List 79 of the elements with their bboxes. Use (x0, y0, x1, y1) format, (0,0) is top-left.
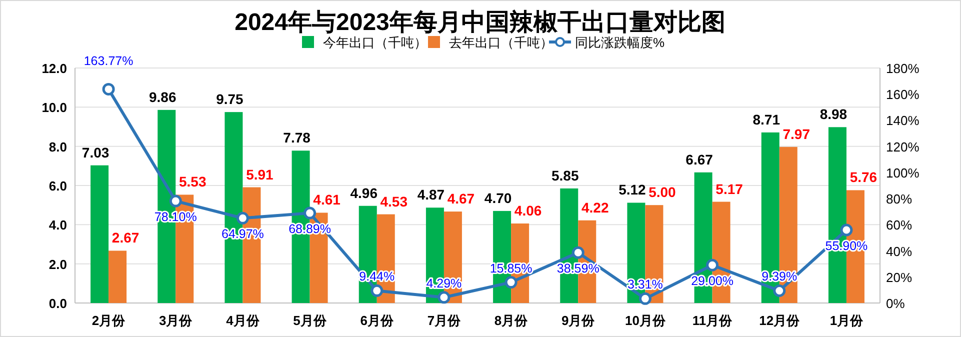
y2-tick-label: 160% (886, 87, 920, 102)
data-label: 68.89% (288, 222, 331, 236)
point (438, 291, 450, 304)
data-label: 4.70 (484, 190, 512, 206)
y2-tick-label: 100% (886, 165, 920, 180)
point (304, 206, 316, 220)
point (504, 276, 518, 289)
data-label: 4.06 (514, 202, 542, 218)
data-label: 5.91 (246, 166, 274, 182)
data-label: 4.67 (447, 190, 475, 207)
point (706, 258, 719, 272)
y-tick-label: 2.0 (48, 256, 67, 272)
y2-tick-label: 40% (886, 244, 912, 259)
data-label: 4.87 (417, 186, 445, 203)
data-label: 55.90% (825, 239, 868, 254)
data-label: 5.00 (648, 184, 676, 200)
data-label: 6.67 (686, 151, 714, 168)
x-tick-label: 9月份 (562, 313, 596, 328)
data-label: 7.97 (782, 126, 810, 142)
y-tick-label: 8.0 (48, 139, 67, 154)
legend-label: 去年出口（千吨） (449, 35, 553, 50)
y-tick-label: 10.0 (42, 100, 67, 116)
data-label: 5.17 (716, 180, 744, 197)
point (773, 284, 786, 297)
data-label: 7.78 (283, 130, 311, 146)
x-tick-label: 1月份 (830, 313, 864, 328)
point (638, 292, 652, 305)
y2-tick-label: 60% (886, 218, 912, 233)
legend-label: 今年出口（千吨） (323, 35, 427, 50)
x-tick-label: 12月份 (759, 313, 801, 328)
data-label: 2.67 (112, 230, 140, 246)
data-label: 9.75 (216, 91, 244, 108)
chart-title: 2024年与2023年每月中国辣椒干出口量对比图 (234, 9, 726, 36)
y2-tick-label: 20% (886, 270, 912, 285)
legend-label: 同比涨跌幅度% (575, 35, 665, 50)
point (840, 224, 853, 236)
x-tick-label: 10月份 (624, 313, 666, 328)
y2-tick-label: 140% (886, 113, 920, 128)
y2-tick-label: 120% (886, 139, 920, 154)
data-label: 7.03 (82, 144, 110, 160)
x-tick-label: 2月份 (92, 313, 126, 328)
data-label: 15.85% (490, 261, 532, 276)
y2-tick-label: 80% (886, 192, 912, 207)
x-tick-label: 3月份 (159, 313, 194, 328)
x-tick-label: 11月份 (692, 313, 734, 328)
data-label: 8.71 (752, 111, 780, 128)
data-label: 8.98 (820, 106, 848, 122)
y-tick-label: 4.0 (48, 218, 67, 233)
x-tick-label: 4月份 (226, 313, 260, 328)
bar (90, 165, 109, 303)
x-tick-label: 8月份 (494, 313, 529, 328)
x-tick-label: 5月份 (293, 313, 328, 328)
data-label: 64.97% (222, 227, 264, 242)
point (236, 212, 249, 224)
data-label: 4.53 (380, 193, 408, 210)
data-label: 4.96 (350, 184, 378, 201)
data-label: 163.77% (84, 54, 134, 68)
data-label: 5.53 (179, 174, 206, 190)
point (169, 194, 182, 208)
y-tick-label: 0.0 (48, 296, 67, 311)
data-label: 4.22 (582, 199, 609, 216)
data-label: 5.76 (850, 169, 878, 186)
data-label: 38.59% (556, 262, 600, 276)
y-tick-label: 12.0 (42, 61, 67, 76)
y2-tick-label: 0% (886, 296, 906, 311)
data-label: 78.10% (154, 210, 197, 224)
y-tick-label: 6.0 (48, 178, 67, 194)
point (370, 284, 384, 297)
bar (108, 250, 127, 303)
data-label: 4.61 (313, 192, 341, 208)
y2-tick-label: 180% (886, 61, 920, 76)
x-tick-label: 7月份 (427, 313, 462, 328)
data-label: 9.86 (149, 88, 176, 105)
point (572, 246, 584, 259)
point (102, 82, 115, 96)
data-label: 5.12 (618, 182, 646, 198)
data-label: 5.85 (552, 167, 579, 184)
data-label: 29.00% (691, 274, 734, 288)
x-tick-label: 6月份 (360, 313, 394, 328)
